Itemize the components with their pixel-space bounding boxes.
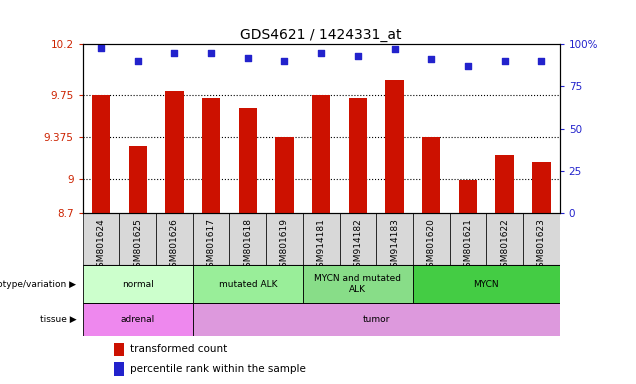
Bar — [459, 180, 477, 213]
Text: adrenal: adrenal — [121, 315, 155, 324]
Text: GSM801624: GSM801624 — [97, 218, 106, 273]
Bar — [128, 146, 147, 213]
Point — [316, 50, 326, 56]
Text: GSM801623: GSM801623 — [537, 218, 546, 273]
Bar — [422, 137, 440, 213]
Bar — [340, 213, 377, 265]
Bar — [92, 95, 110, 213]
Bar — [385, 80, 404, 213]
Bar — [495, 154, 514, 213]
Point — [353, 53, 363, 59]
Bar — [230, 213, 266, 265]
Text: MYCN and mutated
ALK: MYCN and mutated ALK — [314, 275, 401, 294]
Bar — [377, 213, 413, 265]
Bar — [156, 213, 193, 265]
Point — [463, 63, 473, 69]
Text: GSM914181: GSM914181 — [317, 218, 326, 273]
Point — [96, 45, 106, 51]
Point — [243, 55, 253, 61]
Text: percentile rank within the sample: percentile rank within the sample — [130, 364, 307, 374]
Bar — [193, 303, 560, 336]
Title: GDS4621 / 1424331_at: GDS4621 / 1424331_at — [240, 28, 402, 42]
Bar — [413, 213, 450, 265]
Point — [279, 58, 289, 64]
Text: GSM801620: GSM801620 — [427, 218, 436, 273]
Text: GSM801626: GSM801626 — [170, 218, 179, 273]
Bar — [238, 108, 257, 213]
Bar — [83, 213, 120, 265]
Text: GSM801621: GSM801621 — [464, 218, 473, 273]
Text: GSM801618: GSM801618 — [244, 218, 252, 273]
Text: GSM801625: GSM801625 — [133, 218, 142, 273]
Bar — [83, 303, 193, 336]
Point — [206, 50, 216, 56]
Bar — [193, 213, 230, 265]
Text: GSM801619: GSM801619 — [280, 218, 289, 273]
Bar — [114, 343, 124, 356]
Bar — [266, 213, 303, 265]
Point — [499, 58, 509, 64]
Point — [536, 58, 546, 64]
Text: GSM914183: GSM914183 — [390, 218, 399, 273]
Bar — [303, 213, 340, 265]
Text: MYCN: MYCN — [473, 280, 499, 289]
Point — [426, 56, 436, 63]
Bar — [275, 137, 294, 213]
Bar — [83, 265, 193, 303]
Point — [169, 50, 179, 56]
Bar — [349, 98, 367, 213]
Bar — [413, 265, 560, 303]
Text: transformed count: transformed count — [130, 344, 228, 354]
Text: genotype/variation ▶: genotype/variation ▶ — [0, 280, 76, 289]
Bar — [532, 162, 551, 213]
Bar — [120, 213, 156, 265]
Bar — [487, 213, 523, 265]
Bar — [202, 98, 220, 213]
Point — [133, 58, 143, 64]
Bar — [193, 265, 303, 303]
Bar — [165, 91, 184, 213]
Text: GSM914182: GSM914182 — [354, 218, 363, 273]
Text: mutated ALK: mutated ALK — [219, 280, 277, 289]
Point — [389, 46, 399, 52]
Text: tissue ▶: tissue ▶ — [39, 315, 76, 324]
Bar — [523, 213, 560, 265]
Text: GSM801617: GSM801617 — [207, 218, 216, 273]
Text: normal: normal — [122, 280, 153, 289]
Bar — [114, 362, 124, 376]
Bar — [450, 213, 487, 265]
Text: tumor: tumor — [363, 315, 390, 324]
Text: GSM801622: GSM801622 — [500, 218, 509, 273]
Bar — [303, 265, 413, 303]
Bar — [312, 95, 330, 213]
